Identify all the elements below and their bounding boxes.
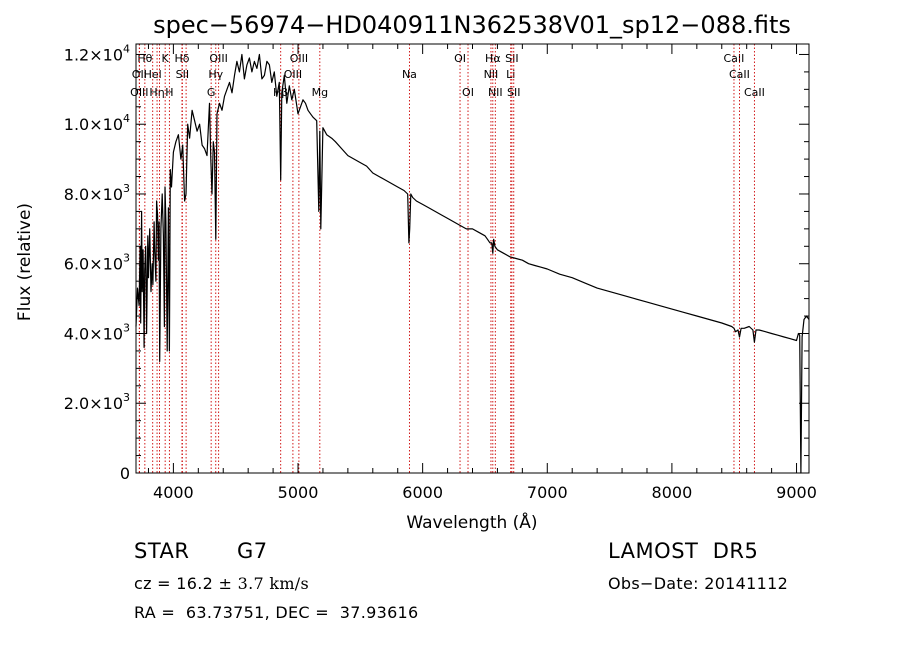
series-line [135, 53, 810, 474]
x-tick-label: 8000 [652, 483, 693, 502]
survey-name: LAMOST DR5 [608, 539, 759, 563]
spectrum-series [135, 53, 810, 474]
y-tick-label: 4.0×103 [64, 321, 130, 343]
marker-label: OI [462, 86, 474, 99]
marker-label: H [165, 86, 173, 99]
cz-prefix: cz = 16.2 [134, 574, 219, 593]
x-tick-label: 5000 [278, 483, 319, 502]
marker-label: OIII [130, 86, 148, 99]
y-tick-label: 2.0×103 [64, 391, 130, 413]
object-class: STAR [134, 539, 190, 563]
marker-label: Hγ [208, 68, 223, 81]
y-axis: 0 2.0×103 4.0×103 6.0×103 8.0×103 1.0×104 1.2×… [64, 42, 809, 483]
marker-label: CaII [724, 52, 745, 65]
marker-label: Na [402, 68, 417, 81]
marker-label: Hα [485, 52, 501, 65]
ra-dec-coordinates: RA = 63.73751, DEC = 37.93616 [134, 603, 419, 622]
marker-label: Mg [312, 86, 328, 99]
marker-label: OIII [209, 52, 227, 65]
marker-label: NII [488, 86, 503, 99]
plot-frame [135, 43, 810, 474]
marker-label: Hη [149, 86, 164, 99]
marker-label: K [162, 52, 170, 65]
x-tick-label: 7000 [527, 483, 568, 502]
spectral-subclass: G7 [237, 539, 268, 563]
marker-label: Hel [144, 68, 162, 81]
y-tick-label: 1.0×104 [64, 112, 130, 134]
y-tick-label: 8.0×103 [64, 182, 130, 204]
y-axis-label: Flux (relative) [15, 203, 35, 321]
plus-minus-sign: ± [218, 574, 233, 593]
marker-label: Li [506, 68, 515, 81]
chart-title: spec−56974−HD040911N362538V01_sp12−088.f… [153, 11, 791, 39]
redshift-velocity: cz = 16.2 ± 3.7 km/s [134, 574, 309, 593]
x-tick-label: 6000 [402, 483, 443, 502]
observation-date: Obs−Date: 20141112 [608, 574, 789, 593]
x-tick-label: 4000 [153, 483, 194, 502]
marker-label: SII [505, 52, 518, 65]
marker-label: OIII [290, 52, 308, 65]
marker-label: Hθ [137, 52, 152, 65]
marker-label: G [207, 86, 216, 99]
marker-label: OI [454, 52, 466, 65]
y-tick-label: 0 [120, 464, 130, 483]
x-tick-label: 9000 [776, 483, 817, 502]
marker-label: NII [484, 68, 499, 81]
line-markers: HθOIIOIIIHelHηKHHδSIIGHγOIIIHβOIIIOIIIMg… [130, 44, 765, 473]
x-axis-label: Wavelength (Å) [406, 511, 537, 533]
x-axis: 4000 5000 6000 7000 8000 9000 [147, 44, 817, 502]
marker-label: SII [176, 68, 189, 81]
marker-label: SII [507, 86, 520, 99]
y-tick-label: 1.2×104 [64, 42, 130, 64]
marker-label: CaII [729, 68, 750, 81]
y-tick-label: 6.0×103 [64, 252, 130, 274]
cz-value: 3.7 km/s [232, 574, 309, 593]
marker-label: CaII [744, 86, 765, 99]
marker-label: OIII [284, 68, 302, 81]
